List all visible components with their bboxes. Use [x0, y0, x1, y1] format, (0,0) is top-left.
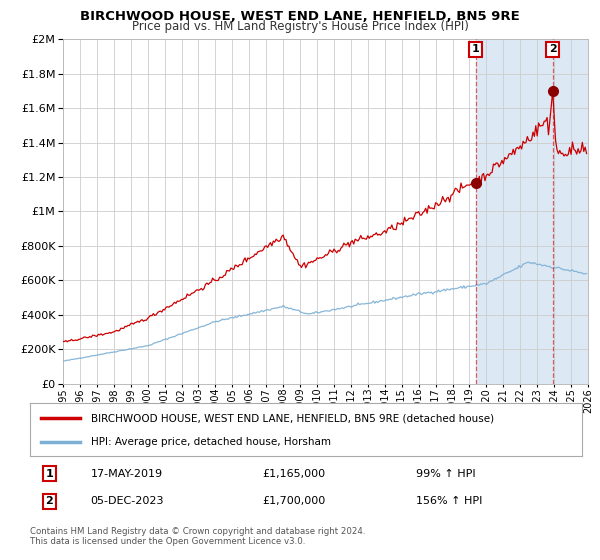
Text: £1,165,000: £1,165,000 [262, 469, 325, 479]
Bar [476, 39, 596, 384]
Text: BIRCHWOOD HOUSE, WEST END LANE, HENFIELD, BN5 9RE (detached house): BIRCHWOOD HOUSE, WEST END LANE, HENFIELD… [91, 413, 494, 423]
Text: £1,700,000: £1,700,000 [262, 496, 325, 506]
Text: 2: 2 [46, 496, 53, 506]
Text: 1: 1 [46, 469, 53, 479]
Text: HPI: Average price, detached house, Horsham: HPI: Average price, detached house, Hors… [91, 436, 331, 446]
Text: 05-DEC-2023: 05-DEC-2023 [91, 496, 164, 506]
Text: 17-MAY-2019: 17-MAY-2019 [91, 469, 163, 479]
Text: 99% ↑ HPI: 99% ↑ HPI [416, 469, 476, 479]
Text: Price paid vs. HM Land Registry's House Price Index (HPI): Price paid vs. HM Land Registry's House … [131, 20, 469, 32]
Text: 156% ↑ HPI: 156% ↑ HPI [416, 496, 483, 506]
Text: BIRCHWOOD HOUSE, WEST END LANE, HENFIELD, BN5 9RE: BIRCHWOOD HOUSE, WEST END LANE, HENFIELD… [80, 10, 520, 23]
Text: 2: 2 [549, 44, 557, 54]
Text: Contains HM Land Registry data © Crown copyright and database right 2024.
This d: Contains HM Land Registry data © Crown c… [30, 526, 365, 546]
Text: 1: 1 [472, 44, 479, 54]
